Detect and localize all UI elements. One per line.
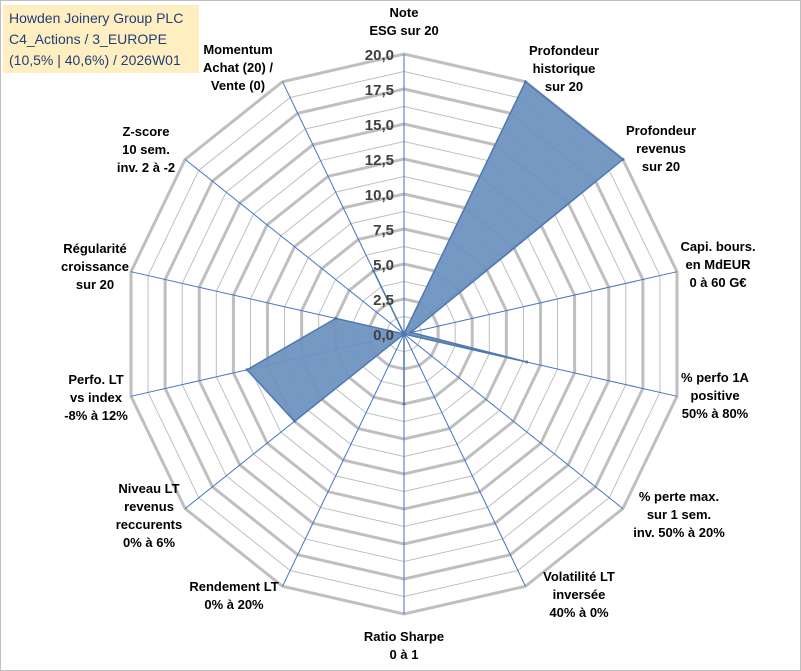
category-label: Profondeur revenus sur 20 [626,123,696,174]
chart-title-company: Howden Joinery Group PLC [9,10,184,26]
category-label: % perfo 1A positive 50% à 80% [681,370,750,421]
category-label: Momentum Achat (20) / Vente (0) [203,42,273,93]
tick-label: 2,5 [373,292,394,309]
radar-axis-spoke [184,159,405,335]
data-point [402,332,406,336]
tick-label: 5,0 [373,257,394,274]
category-label: Capi. bours. en MdEUR 0 à 60 G€ [680,239,755,290]
tick-label: 20,0 [365,47,394,64]
chart-title-box: Howden Joinery Group PLC C4_Actions / 3_… [3,5,199,73]
tick-label: 7,5 [373,222,394,239]
chart-title-period: (10,5% | 40,6%) / 2026W01 [9,52,181,68]
data-point [525,360,529,364]
data-point [245,368,249,372]
tick-label: 12,5 [365,152,394,169]
data-point [334,316,338,320]
radar-axis-spoke [282,333,405,587]
category-label: Régularité croissance sur 20 [61,241,129,292]
radar-category-labels: Note ESG sur 20 Profondeur historique sur 20… [61,5,756,662]
chart-title-category: C4_Actions / 3_EUROPE [9,31,167,47]
radar-axis-spoke [403,271,678,335]
data-point [372,269,376,273]
category-label: Niveau LT revenus reccurents 0% à 6% [116,481,182,550]
category-label: Note ESG sur 20 [369,5,438,38]
category-label: Volatilité LT inversée 40% à 0% [543,569,615,620]
category-label: Perfo. LT vs index -8% à 12% [64,372,128,423]
radar-axis-spoke [403,333,624,509]
data-point [524,80,527,84]
tick-label: 15,0 [365,117,394,134]
data-point [409,330,413,334]
radar-tick-labels: 0,0 2,5 5,0 7,5 10,0 12,5 15,0 17,5 20,0 [365,47,394,344]
tick-label: 17,5 [365,82,394,99]
tick-label: 10,0 [365,187,394,204]
tick-label: 0,0 [373,327,394,344]
radar-axis-spoke [403,333,526,587]
series-area [245,80,625,423]
category-label: Profondeur historique sur 20 [529,43,599,94]
data-point [621,157,625,161]
category-label: Z-score 10 sem. inv. 2 à -2 [117,124,175,175]
category-label: Ratio Sharpe 0 à 1 [364,629,444,662]
radar-series [245,80,625,423]
data-point [402,402,406,406]
category-label: % perte max. sur 1 sem. inv. 50% à 20% [633,489,725,540]
category-label: Rendement LT 0% à 20% [189,579,278,612]
data-point [293,419,296,423]
